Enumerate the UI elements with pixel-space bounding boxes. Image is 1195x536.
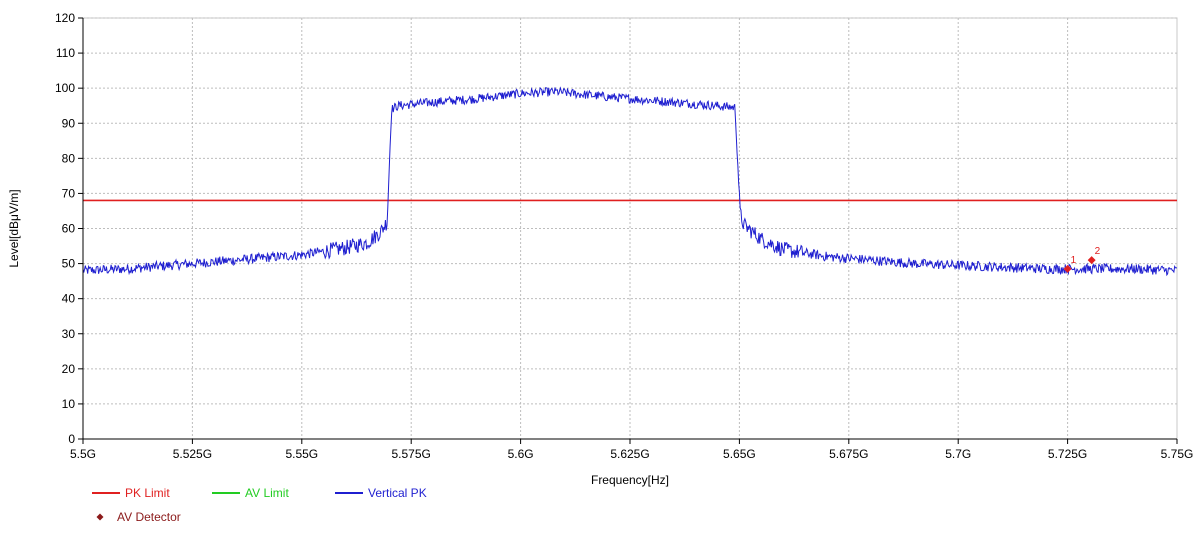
legend-label: PK Limit <box>125 486 170 500</box>
legend-swatch <box>96 513 104 521</box>
grid <box>82 17 1178 440</box>
y-tick-label: 0 <box>68 432 75 446</box>
legend: PK Limit AV Limit Vertical PK AV Detector <box>92 486 427 524</box>
av-detector-marker <box>1063 264 1072 273</box>
y-tick-label: 120 <box>55 11 75 25</box>
y-tick-label: 70 <box>62 186 76 200</box>
plot-area: 12 <box>82 86 1178 277</box>
x-tick-label: 5.55G <box>285 447 318 461</box>
y-tick-label: 90 <box>62 116 76 130</box>
y-tick-label: 80 <box>62 151 76 165</box>
av-detector-marker <box>1087 256 1096 265</box>
series-vertical-pk <box>82 86 1178 277</box>
x-axis-title: Frequency[Hz] <box>591 473 669 487</box>
x-tick-label: 5.725G <box>1048 447 1087 461</box>
x-tick-label: 5.6G <box>508 447 534 461</box>
y-tick-label: 40 <box>62 292 76 306</box>
marker-label: 2 <box>1095 246 1101 257</box>
y-tick-label: 110 <box>56 46 75 60</box>
y-tick-label: 20 <box>62 362 76 376</box>
x-tick-label: 5.5G <box>70 447 96 461</box>
marker-label: 1 <box>1071 255 1077 266</box>
plot-frame <box>82 17 1178 440</box>
x-tick-label: 5.525G <box>173 447 212 461</box>
y-tick-label: 100 <box>55 81 75 95</box>
legend-label: AV Detector <box>117 510 181 524</box>
y-tick-label: 10 <box>62 397 76 411</box>
y-axis-title: Level[dBμV/m] <box>7 189 21 267</box>
x-tick-label: 5.625G <box>610 447 649 461</box>
axes: 0 10 20 30 40 50 60 70 80 90 100 110 120 5.5G 5.525G 5.… <box>7 11 1193 487</box>
x-tick-label: 5.75G <box>1161 447 1194 461</box>
y-tick-label: 60 <box>62 222 76 236</box>
x-tick-label: 5.65G <box>723 447 756 461</box>
x-tick-label: 5.575G <box>392 447 431 461</box>
y-tick-label: 30 <box>62 327 76 341</box>
legend-label: Vertical PK <box>368 486 427 500</box>
legend-label: AV Limit <box>245 486 289 500</box>
x-tick-label: 5.7G <box>945 447 971 461</box>
x-tick-label: 5.675G <box>829 447 868 461</box>
y-tick-label: 50 <box>62 257 76 271</box>
